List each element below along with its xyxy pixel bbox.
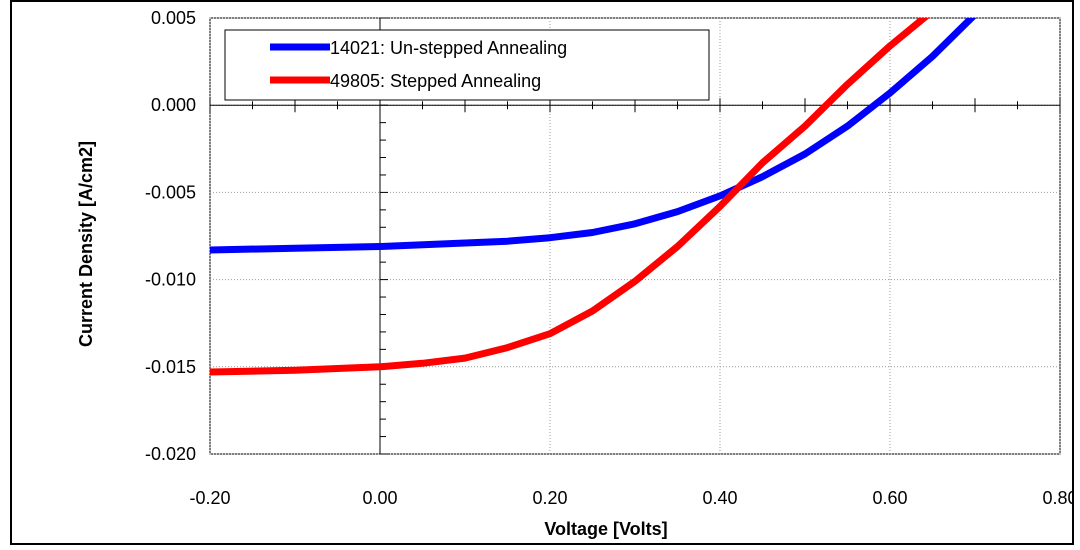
y-tick-label: -0.020 [145,444,196,464]
x-tick-label: 0.80 [1042,488,1072,508]
y-tick-label: 0.000 [151,95,196,115]
x-tick-label: 0.60 [872,488,907,508]
y-tick-label: 0.005 [151,8,196,28]
tick-labels: -0.20 0.00 0.20 0.40 0.60 0.80 0.005 0.000 -0.00… [145,8,1072,508]
chart-frame: -0.20 0.00 0.20 0.40 0.60 0.80 0.005 0.000 -0.00… [10,0,1074,545]
iv-curve-chart: -0.20 0.00 0.20 0.40 0.60 0.80 0.005 0.000 -0.00… [76,8,1072,539]
x-tick-label: 0.00 [362,488,397,508]
series-line-1 [210,18,977,254]
x-tick-label: -0.20 [189,488,230,508]
y-tick-label: -0.015 [145,357,196,377]
legend-box [224,29,710,101]
series-lines [210,18,977,376]
y-tick-label: -0.005 [145,182,196,202]
plot-area-border [209,17,1061,455]
series-line-2 [210,18,930,376]
x-tick-label: 0.20 [532,488,567,508]
y-tick-label: -0.010 [145,270,196,290]
legend-label-series-2: 49805: Stepped Annealing [330,71,541,91]
y-axis-title: Current Density [A/cm2] [76,141,96,347]
legend-label-series-1: 14021: Un-stepped Annealing [330,38,567,58]
x-tick-label: 0.40 [702,488,737,508]
x-axis-title: Voltage [Volts] [544,519,667,539]
legend: 14021: Un-stepped Annealing 49805: Stepp… [224,29,710,101]
